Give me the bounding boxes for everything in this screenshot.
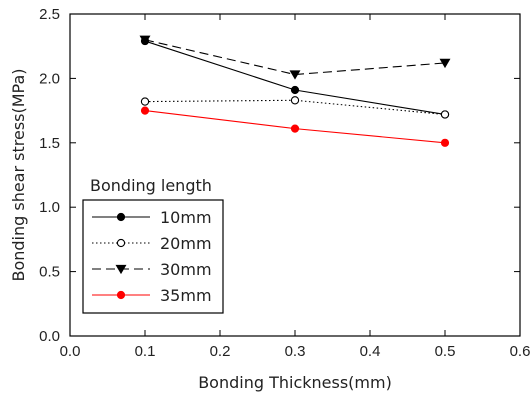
x-tick-label: 0.6 <box>510 343 531 360</box>
series-30mm <box>139 35 451 80</box>
legend-marker-20mm <box>116 238 126 248</box>
x-tick-label: 0.3 <box>285 343 306 360</box>
data-point-20mm <box>290 96 300 105</box>
y-tick-label: 0.5 <box>39 264 60 281</box>
axis-ticks: 0.0 0.1 0.2 0.3 0.4 0.5 0.6 0.0 0.5 1.0 1.5 2.0 2.5 <box>39 6 530 360</box>
data-point-35mm <box>440 138 450 147</box>
series-group <box>139 35 451 147</box>
series-20mm <box>140 96 450 119</box>
y-tick-label: 1.5 <box>39 135 60 152</box>
legend-label: 35mm <box>160 286 212 305</box>
legend-marker-10mm <box>116 212 126 222</box>
series-line-30mm <box>144 39 446 76</box>
x-tick-label: 0.1 <box>135 343 156 360</box>
legend-label: 10mm <box>160 208 212 227</box>
legend-box <box>82 199 224 314</box>
legend: Bonding length 10mm 20mm 30mm 35mm <box>82 176 224 314</box>
data-point-20mm <box>440 110 450 119</box>
legend-marker-35mm <box>116 290 126 300</box>
x-tick-label: 0.4 <box>360 343 381 360</box>
data-point-10mm <box>290 85 300 95</box>
data-point-30mm <box>139 35 151 45</box>
legend-title: Bonding length <box>90 176 212 195</box>
y-tick-label: 2.5 <box>39 6 60 23</box>
data-point-20mm <box>140 97 150 106</box>
data-point-30mm <box>289 70 301 80</box>
data-point-35mm <box>140 106 150 115</box>
y-tick-label: 2.0 <box>39 70 60 87</box>
x-tick-label: 0.5 <box>435 343 456 360</box>
series-35mm <box>140 106 450 147</box>
x-tick-label: 0.0 <box>60 343 81 360</box>
legend-marker-30mm <box>115 264 127 275</box>
x-tick-label: 0.2 <box>210 343 231 360</box>
legend-label: 20mm <box>160 234 212 253</box>
legend-label: 30mm <box>160 260 212 279</box>
x-axis-title: Bonding Thickness(mm) <box>198 373 392 392</box>
data-point-30mm <box>439 58 451 69</box>
y-axis-title: Bonding shear stress(MPa) <box>9 68 28 281</box>
y-tick-label: 0.0 <box>39 328 60 345</box>
y-tick-label: 1.0 <box>39 199 60 216</box>
data-point-35mm <box>290 124 300 133</box>
